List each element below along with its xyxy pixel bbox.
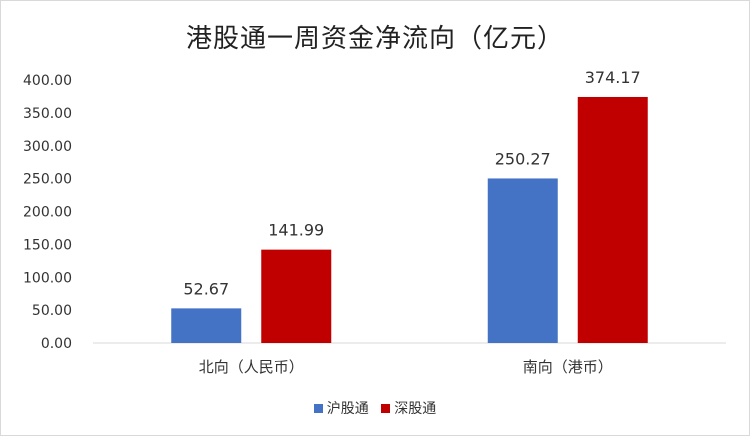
bar-sz-0: [261, 249, 332, 343]
bar-sz-1: [577, 96, 648, 344]
data-label: 141.99: [268, 221, 324, 240]
y-tick-label: 100.00: [23, 270, 72, 286]
data-label: 250.27: [495, 149, 551, 168]
chart-title: 港股通一周资金净流向（亿元）: [185, 24, 564, 54]
category-labels: 北向（人民币） 南向（港币）: [199, 358, 613, 376]
y-tick-label: 250.00: [23, 172, 72, 188]
bar-sh-0: [171, 308, 242, 343]
y-tick-label: 150.00: [23, 237, 72, 253]
legend-item-sh: 沪股通: [313, 398, 369, 418]
legend-swatch-sh: [313, 403, 323, 413]
category-label: 北向（人民币）: [199, 358, 304, 376]
y-tick-label: 50.00: [32, 303, 72, 319]
y-axis-ticks: 0.00 50.00 100.00 150.00 200.00 250.00 300.00 3…: [23, 73, 72, 352]
legend-label-sz: 深股通: [394, 401, 437, 417]
y-tick-label: 400.00: [23, 73, 72, 89]
data-label: 52.67: [183, 279, 229, 298]
y-tick-label: 300.00: [23, 139, 72, 155]
bars: [171, 96, 648, 344]
legend-swatch-sz: [381, 403, 391, 413]
y-tick-label: 0.00: [41, 336, 72, 352]
bar-sh-1: [487, 178, 558, 343]
legend-label-sh: 沪股通: [326, 401, 369, 417]
category-label: 南向（港币）: [523, 358, 613, 376]
data-label: 374.17: [585, 68, 641, 87]
legend-item-sz: 深股通: [381, 398, 436, 418]
legend: 沪股通 深股通: [0, 398, 750, 418]
data-labels: 52.67 141.99 250.27 374.17: [183, 68, 640, 298]
y-tick-label: 200.00: [23, 205, 72, 221]
y-tick-label: 350.00: [23, 106, 72, 122]
